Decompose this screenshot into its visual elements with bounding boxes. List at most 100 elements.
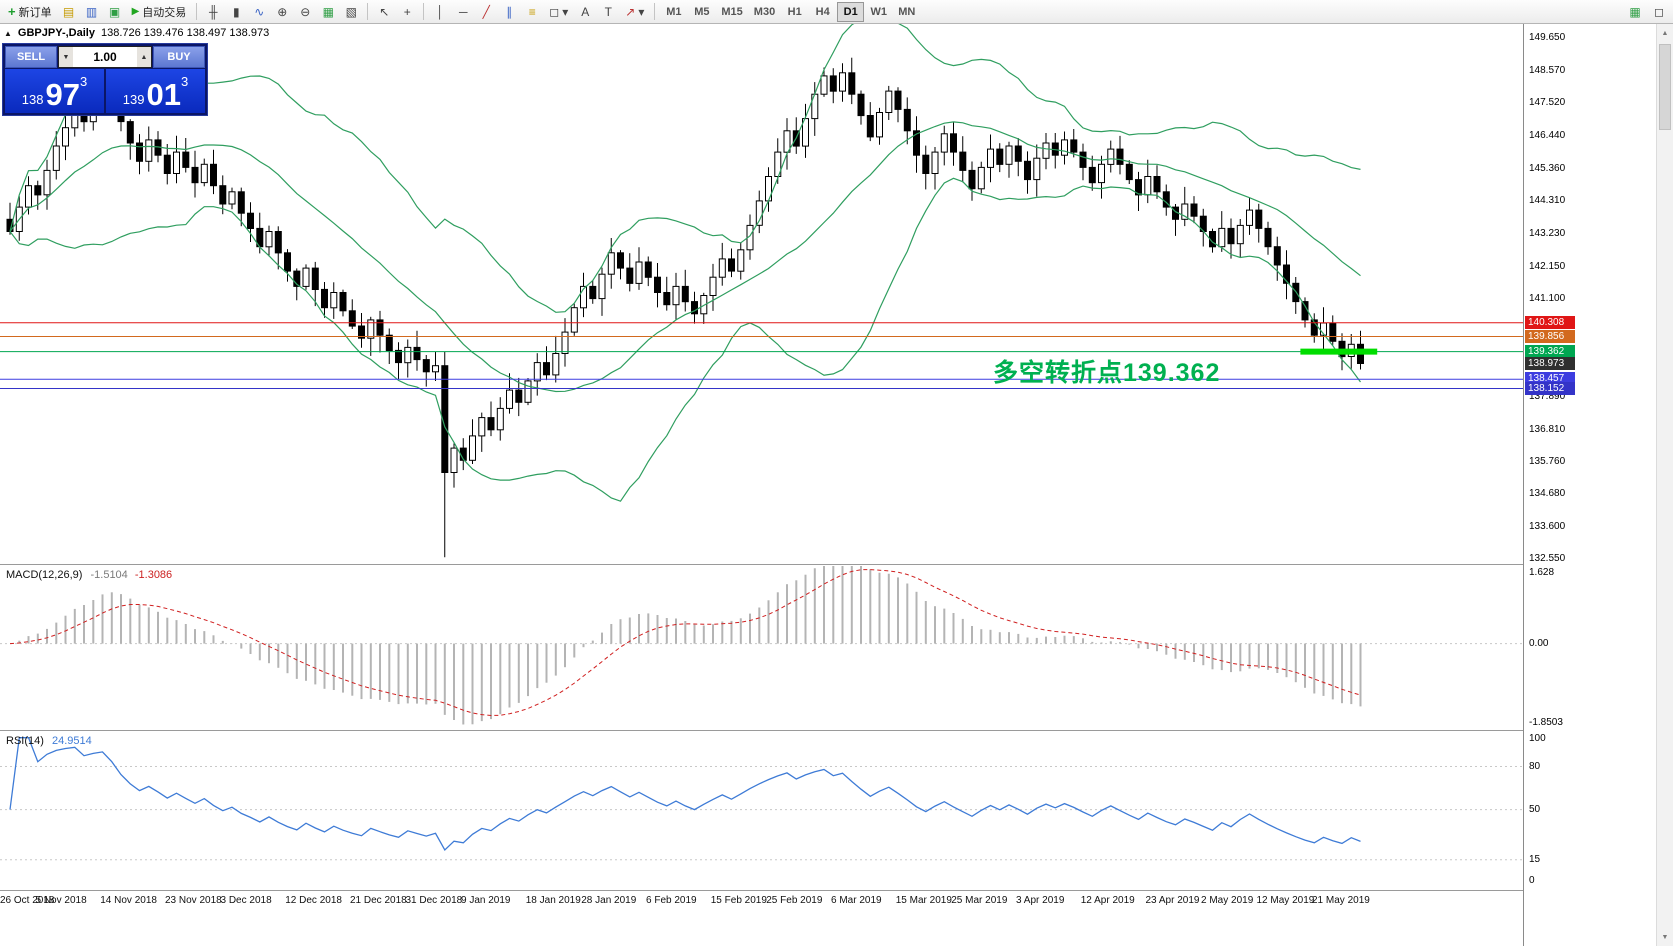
cursor-button[interactable]: ↖ bbox=[373, 2, 395, 22]
timeframe-w1-button[interactable]: W1 bbox=[870, 5, 887, 18]
main-price-plot[interactable] bbox=[0, 24, 1523, 564]
text-tool-icon: A bbox=[581, 4, 590, 19]
date-axis[interactable]: 26 Oct 2018 5 Nov 2018 14 Nov 2018 23 Nov 2… bbox=[0, 893, 1523, 909]
tile-windows-button[interactable]: ▦ bbox=[317, 2, 339, 22]
date-label: 31 Dec 2018 bbox=[405, 895, 463, 906]
timeframe-m15-button[interactable]: M15 bbox=[721, 5, 743, 18]
panel-separator[interactable] bbox=[0, 730, 1656, 732]
shapes-button[interactable]: ◻ ▾ bbox=[544, 2, 573, 22]
charts-button[interactable]: ▥ bbox=[81, 2, 103, 22]
new-order-button[interactable]: + 新订单 bbox=[3, 2, 57, 22]
horizontal-line-button[interactable]: ─ bbox=[452, 2, 474, 22]
price-axis-label: 148.570 bbox=[1529, 64, 1566, 76]
rsi-axis-label: 0 bbox=[1529, 875, 1535, 887]
pivot-annotation-text[interactable]: 多空转折点139.362 bbox=[993, 359, 1221, 387]
horizontal-line-icon: ─ bbox=[459, 4, 468, 19]
volume-input[interactable] bbox=[73, 47, 137, 67]
date-label: 12 May 2019 bbox=[1256, 895, 1315, 906]
indicators-icon: ▦ bbox=[1629, 4, 1641, 19]
macd-label: MACD(12,26,9) -1.5104 -1.3086 bbox=[6, 569, 172, 581]
price-tag-139.856[interactable]: 139.856 bbox=[1525, 329, 1575, 343]
price-tag-138.152[interactable]: 138.152 bbox=[1525, 381, 1575, 395]
buy-price-big: 01 bbox=[146, 77, 181, 112]
date-label: 2 May 2019 bbox=[1201, 895, 1254, 906]
buy-button[interactable]: BUY bbox=[153, 46, 205, 68]
timeframe-mn-button[interactable]: MN bbox=[898, 5, 916, 18]
text-tool-button[interactable]: A bbox=[574, 2, 596, 22]
crosshair-button[interactable]: + bbox=[396, 2, 418, 22]
timeframe-m5-button[interactable]: M5 bbox=[694, 5, 710, 18]
buy-price-display[interactable]: 139 01 3 bbox=[106, 69, 205, 113]
price-axis-label: 142.150 bbox=[1529, 260, 1566, 272]
indicators-button[interactable]: ▦ bbox=[1624, 2, 1646, 22]
profiles-button[interactable]: ▤ bbox=[58, 2, 80, 22]
timeframe-h4-button[interactable]: H4 bbox=[815, 5, 830, 18]
price-axis-label: 133.600 bbox=[1529, 521, 1566, 533]
current-price-tag: 138.973 bbox=[1525, 356, 1575, 370]
timeframe-m1-button[interactable]: M1 bbox=[666, 5, 682, 18]
price-axis-label: 137.890 bbox=[1529, 390, 1566, 402]
terminal-icon: ▣ bbox=[108, 4, 121, 19]
panel-separator[interactable] bbox=[0, 564, 1656, 566]
text-label-button[interactable]: T bbox=[597, 2, 619, 22]
candlestick-chart-button[interactable]: ▮ bbox=[225, 2, 247, 22]
rsi-line bbox=[9, 737, 1361, 852]
line-chart-icon: ∿ bbox=[254, 4, 265, 19]
rsi-name: RSI(14) bbox=[6, 735, 44, 747]
cursor-icon: ↖ bbox=[379, 4, 390, 19]
vertical-line-button[interactable]: │ bbox=[429, 2, 451, 22]
horizontal-level-lines bbox=[0, 322, 1523, 389]
date-label: 23 Apr 2019 bbox=[1145, 895, 1200, 906]
date-label: 14 Nov 2018 bbox=[100, 895, 157, 906]
macd-axis-label: 1.628 bbox=[1529, 567, 1555, 578]
line-chart-button[interactable]: ∿ bbox=[248, 2, 270, 22]
grid-button[interactable]: ▧ bbox=[340, 2, 362, 22]
shapes-icon: ◻ bbox=[549, 4, 560, 19]
new-order-label: 新订单 bbox=[18, 6, 52, 19]
timeframe-d1-button[interactable]: D1 bbox=[837, 1, 865, 22]
one-click-trading-panel: SELL ▼ ▲ BUY 138 97 3 139 01 3 bbox=[2, 43, 208, 116]
date-label: 18 Jan 2019 bbox=[525, 895, 581, 906]
rsi-plot[interactable] bbox=[0, 732, 1523, 890]
fibonacci-button[interactable]: ≡ bbox=[521, 2, 543, 22]
scrollbar-up-icon[interactable]: ▲ bbox=[1661, 29, 1669, 37]
vertical-scrollbar[interactable]: ▲ ▼ bbox=[1656, 24, 1673, 946]
buy-price-prefix: 139 bbox=[122, 92, 145, 107]
one-click-collapse-icon[interactable]: ▲ bbox=[4, 28, 12, 38]
bar-chart-button[interactable]: ╫ bbox=[202, 2, 224, 22]
channel-button[interactable]: ∥ bbox=[498, 2, 520, 22]
price-tag-140.308[interactable]: 140.308 bbox=[1525, 315, 1575, 329]
price-axis-label: 147.520 bbox=[1529, 96, 1566, 108]
profiles-icon: ▤ bbox=[62, 4, 75, 19]
chart-symbol-period: GBPJPY-,Daily bbox=[17, 27, 95, 39]
zoom-out-icon: ⊖ bbox=[300, 4, 311, 19]
zoom-in-button[interactable]: ⊕ bbox=[271, 2, 293, 22]
volume-increase-button[interactable]: ▲ bbox=[137, 47, 151, 67]
price-axis-label: 136.810 bbox=[1529, 423, 1566, 435]
date-label: 3 Dec 2018 bbox=[220, 895, 272, 906]
sell-button[interactable]: SELL bbox=[5, 46, 57, 68]
terminal-button[interactable]: ▣ bbox=[104, 2, 126, 22]
candlestick-chart-icon: ▮ bbox=[232, 4, 240, 19]
charts-icon: ▥ bbox=[85, 4, 98, 19]
macd-signal-value: -1.3086 bbox=[134, 569, 173, 581]
timeframe-m30-button[interactable]: M30 bbox=[753, 5, 776, 18]
arrows-button[interactable]: ↗ ▾ bbox=[620, 2, 649, 22]
text-label-icon: T bbox=[604, 4, 612, 19]
macd-plot[interactable] bbox=[0, 566, 1523, 730]
sell-price-display[interactable]: 138 97 3 bbox=[5, 69, 104, 113]
rsi-axis-label: 50 bbox=[1529, 803, 1541, 815]
price-axis[interactable]: 149.650 148.570 147.520 146.440 145.360 144.3… bbox=[1523, 24, 1656, 946]
autotrading-button[interactable]: ▶ 自动交易 bbox=[127, 2, 192, 22]
date-label: 15 Mar 2019 bbox=[895, 895, 952, 906]
timeframe-h1-button[interactable]: H1 bbox=[787, 5, 802, 18]
zoom-in-icon: ⊕ bbox=[277, 4, 288, 19]
templates-button[interactable]: ◻ bbox=[1648, 2, 1670, 22]
scrollbar-down-icon[interactable]: ▼ bbox=[1661, 933, 1669, 941]
price-tag-139.362[interactable]: 139.362 bbox=[1525, 344, 1575, 358]
scrollbar-thumb[interactable] bbox=[1659, 44, 1671, 130]
trendline-button[interactable]: ╱ bbox=[475, 2, 497, 22]
zoom-out-button[interactable]: ⊖ bbox=[294, 2, 316, 22]
price-axis-label: 143.230 bbox=[1529, 227, 1566, 239]
volume-decrease-button[interactable]: ▼ bbox=[59, 47, 73, 67]
